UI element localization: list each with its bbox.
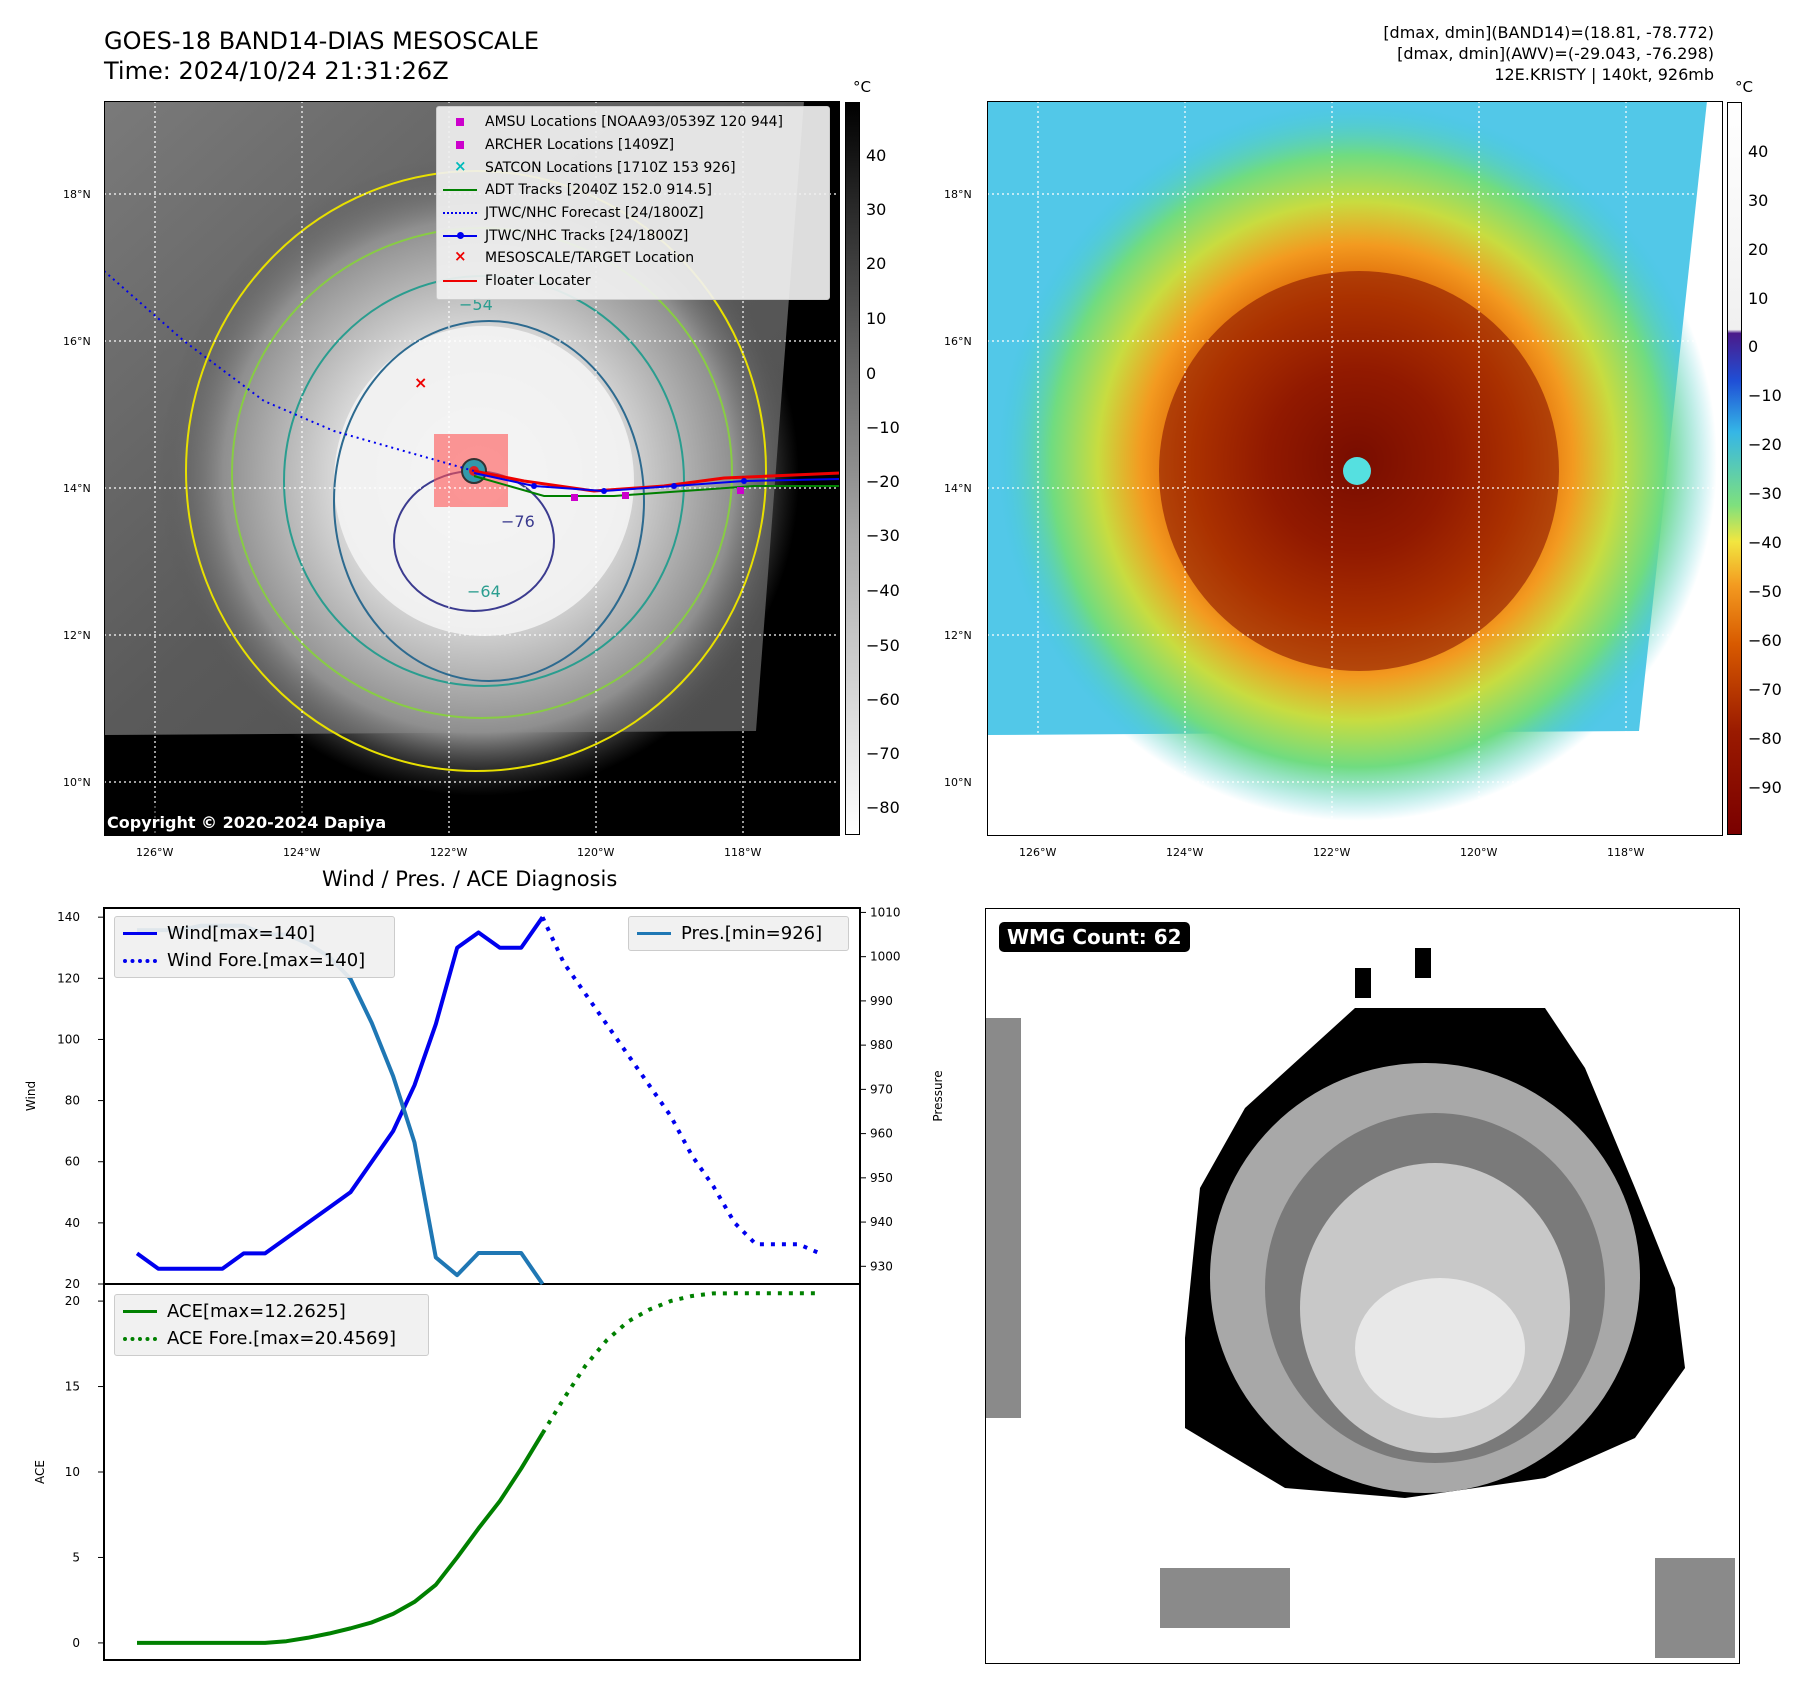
ace-legend: ACE[max=12.2625] ACE Fore.[max=20.4569] (114, 1294, 429, 1356)
map-legend: AMSU Locations [NOAA93/0539Z 120 944] AR… (436, 106, 830, 300)
legend-item-tracks: JTWC/NHC Tracks [24/1800Z] (443, 224, 823, 247)
stats-awv: [dmax, dmin](AWV)=(-29.043, -76.298) (1397, 44, 1714, 63)
wmg-count-badge: WMG Count: 62 (999, 922, 1190, 952)
pressure-tick-label: 990 (870, 994, 893, 1008)
legend-item-satcon: × SATCON Locations [1710Z 153 926] (443, 156, 823, 179)
wmg-edge-patches (985, 1018, 1735, 1658)
right-colorbar (1727, 102, 1742, 835)
pressure-tick-label: 970 (870, 1082, 893, 1096)
series-line-ace-forecast (540, 1291, 820, 1435)
wmg-panel (985, 908, 1740, 1664)
legend-item-wind-forecast: Wind Fore.[max=140] (123, 947, 386, 974)
stats-storm: 12E.KRISTY | 140kt, 926mb (1494, 65, 1714, 84)
contour-label-64: −64 (467, 582, 501, 601)
pressure-tick-label: 930 (870, 1259, 893, 1273)
ace-tick-label: 20 (65, 1294, 80, 1308)
dotted-line-icon (123, 1336, 157, 1341)
legend-item-pressure: Pres.[min=926] (637, 920, 840, 947)
copyright-text: Copyright © 2020-2024 Dapiya (107, 813, 387, 832)
left-colorbar (845, 102, 860, 835)
x-marker-icon: × (454, 247, 467, 266)
ace-tick-label: 0 (72, 1636, 80, 1650)
legend-item-wind: Wind[max=140] (123, 920, 386, 947)
pressure-legend: Pres.[min=926] (628, 916, 849, 951)
pressure-tick-label: 1010 (870, 905, 901, 919)
line-icon (443, 183, 477, 197)
title-line-2: Time: 2024/10/24 21:31:26Z (104, 57, 449, 85)
stats-band14: [dmax, dmin](BAND14)=(18.81, -78.772) (1383, 23, 1714, 42)
series-line-wind (135, 916, 545, 1271)
forecast-track (104, 270, 475, 472)
wind-tick-label: 60 (65, 1155, 80, 1169)
diag-title: Wind / Pres. / ACE Diagnosis (322, 867, 618, 891)
legend-item-archer: ARCHER Locations [1409Z] (443, 134, 823, 157)
wmg-eye (1355, 1278, 1525, 1418)
right-enhanced-map (987, 101, 1723, 836)
wind-tick-label: 40 (65, 1216, 80, 1230)
best-track (473, 472, 840, 493)
legend-item-ace: ACE[max=12.2625] (123, 1298, 420, 1325)
wind-tick-label: 20 (65, 1277, 80, 1291)
ace-tick-label: 10 (65, 1465, 80, 1479)
pressure-tick-label: 950 (870, 1171, 893, 1185)
wind-legend: Wind[max=140] Wind Fore.[max=140] (114, 916, 395, 978)
storm-eye (1343, 457, 1371, 485)
legend-item-floater: Floater Locater (443, 270, 823, 293)
legend-item-ace-forecast: ACE Fore.[max=20.4569] (123, 1325, 420, 1352)
wind-axis-label: Wind (24, 1081, 38, 1111)
ace-tick-label: 5 (72, 1550, 80, 1564)
ace-axis-label: ACE (33, 1460, 47, 1484)
series-line-wind-forecast (540, 916, 821, 1256)
legend-item-target: × MESOSCALE/TARGET Location (443, 247, 823, 270)
line-icon (443, 274, 477, 288)
right-colorbar-unit: °C (1735, 78, 1753, 96)
title-line-1: GOES-18 BAND14-DIAS MESOSCALE (104, 27, 540, 55)
pressure-tick-label: 980 (870, 1038, 893, 1052)
dotted-line-icon (443, 206, 477, 220)
x-marker-icon: × (454, 156, 467, 175)
wind-tick-label: 140 (57, 910, 80, 924)
wind-tick-label: 100 (57, 1032, 80, 1046)
contour-blue (333, 320, 645, 682)
adt-track (473, 475, 840, 497)
series-line-ace (137, 1432, 545, 1645)
series-line-pressure (137, 923, 545, 1286)
square-marker-icon (443, 115, 477, 129)
wind-tick-label: 120 (57, 971, 80, 985)
ace-tick-label: 15 (65, 1380, 80, 1394)
legend-item-forecast: JTWC/NHC Forecast [24/1800Z] (443, 202, 823, 225)
line-icon (637, 932, 671, 935)
line-icon (123, 932, 157, 935)
stats-block: [dmax, dmin](BAND14)=(18.81, -78.772) [d… (1383, 22, 1714, 85)
target-marker: × (414, 373, 427, 392)
wind-tick-label: 80 (65, 1094, 80, 1108)
left-colorbar-unit: °C (853, 78, 871, 96)
line-dot-icon (443, 229, 477, 243)
pressure-tick-label: 1000 (870, 950, 901, 964)
contour-label-76: −76 (501, 512, 535, 531)
pressure-tick-label: 940 (870, 1215, 893, 1229)
legend-item-adt: ADT Tracks [2040Z 152.0 914.5] (443, 179, 823, 202)
line-icon (123, 1310, 157, 1313)
square-marker-icon (443, 138, 477, 152)
dotted-line-icon (123, 958, 157, 963)
pressure-axis-label: Pressure (931, 1070, 945, 1121)
legend-item-amsu: AMSU Locations [NOAA93/0539Z 120 944] (443, 111, 823, 134)
figure-title: GOES-18 BAND14-DIAS MESOSCALE Time: 2024/… (104, 26, 539, 86)
pressure-tick-label: 960 (870, 1127, 893, 1141)
